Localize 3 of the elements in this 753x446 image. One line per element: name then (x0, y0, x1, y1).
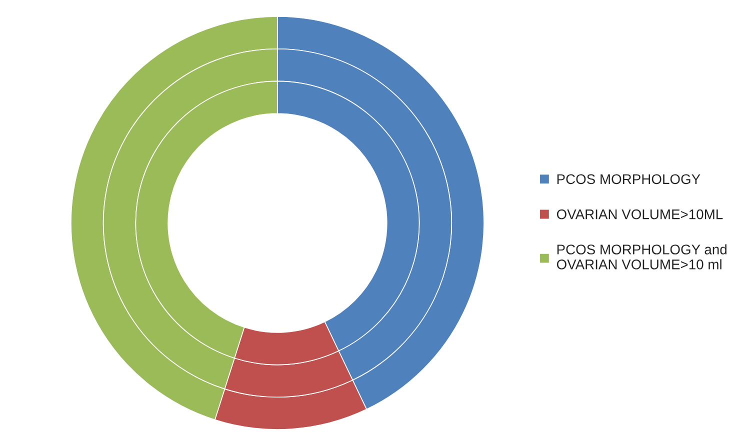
legend-label: PCOS MORPHOLOGY and OVARIAN VOLUME>10 ml (556, 244, 726, 270)
legend-label: PCOS MORPHOLOGY (557, 174, 700, 184)
legend-label: OVARIAN VOLUME>10ML (556, 209, 723, 220)
